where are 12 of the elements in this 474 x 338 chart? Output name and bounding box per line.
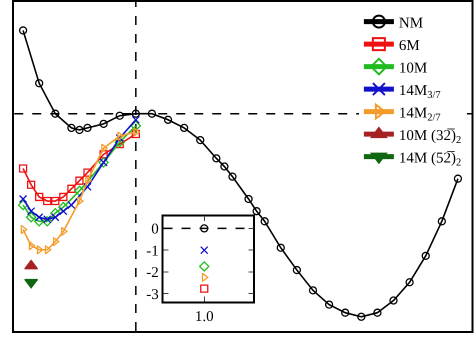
legend-label: 14M$_{2/7}$ xyxy=(398,105,441,124)
y-tick-label: -2 xyxy=(146,265,159,282)
legend-label: 10M xyxy=(398,60,428,76)
legend-label: 6M xyxy=(398,38,420,54)
legend-label: NM xyxy=(398,15,424,32)
legend-label: 14M (52̅)$_{2}$ xyxy=(398,150,462,169)
y-tick-label: -1 xyxy=(146,243,159,260)
x-tick-label: 1.0 xyxy=(194,309,214,326)
legend-label: 10M (32̅)$_{2}$ xyxy=(398,128,462,146)
legend-label: 14M$_{3/7}$ xyxy=(398,82,441,102)
y-tick-label: 0 xyxy=(151,222,159,238)
y-tick-label: -3 xyxy=(146,286,159,303)
